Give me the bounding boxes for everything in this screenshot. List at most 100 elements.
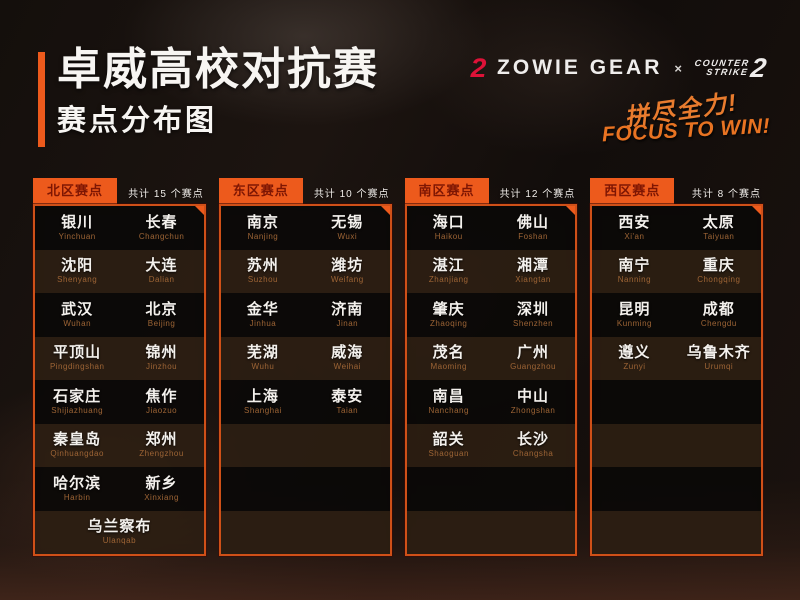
city-cell: 太原 Taiyuan [677, 214, 761, 242]
counter-strike-logo-lines: COUNTER STRIKE [693, 58, 750, 77]
city-cell: 芜湖 Wuhu [221, 344, 305, 372]
corner-triangle-icon [566, 206, 576, 215]
region-tab-east: 东区赛点 [218, 178, 303, 204]
city-cell: 银川 Yinchuan [35, 214, 119, 242]
city-cell: 济南 Jinan [305, 301, 389, 329]
city-name: 无锡 [331, 213, 364, 231]
city-cell: 石家庄 Shijiazhuang [35, 388, 119, 416]
city-name: 哈尔滨 [53, 474, 102, 492]
region-tab-west: 西区赛点 [590, 178, 675, 204]
city-pinyin: Suzhou [247, 275, 278, 285]
city-name: 北京 [145, 300, 178, 318]
city-name: 深圳 [517, 300, 550, 318]
city-name: 潍坊 [331, 257, 364, 275]
city-name: 南昌 [432, 387, 465, 405]
city-pinyin: Yinchuan [58, 231, 96, 241]
city-pinyin: Zhengzhou [139, 449, 184, 459]
city-pinyin: Weihai [333, 362, 361, 372]
panel-east: 东区赛点 共计 10 个赛点 南京 Nanjing 无锡 Wuxi 苏州 Suzhou 潍坊… [218, 178, 392, 556]
city-pinyin: Jinan [336, 318, 359, 328]
city-pinyin: Shenzhen [513, 318, 554, 328]
city-pinyin: Jinzhou [146, 362, 178, 372]
city-cell: 广州 Guangzhou [491, 344, 575, 372]
city-name: 银川 [61, 213, 94, 231]
zowie-gear-logo-text: ZOWIE GEAR [497, 56, 663, 79]
city-name: 重庆 [702, 257, 735, 275]
page-title: 卓威高校对抗赛 [57, 45, 379, 94]
region-body-south: 海口 Haikou 佛山 Foshan 湛江 Zhanjiang 湘潭 Xiangtan 肇庆 Z… [404, 204, 578, 556]
region-tab-north: 北区赛点 [33, 178, 118, 204]
panel-north: 北区赛点 共计 15 个赛点 银川 Yinchuan 长春 Changchun 沈阳 Sh… [33, 178, 206, 556]
city-cell: 秦皇岛 Qinhuangdao [35, 431, 119, 459]
city-pinyin: Shanghai [244, 405, 282, 415]
city-name: 郑州 [145, 431, 178, 449]
city-name: 威海 [331, 344, 364, 362]
region-body-west: 西安 Xi'an 太原 Taiyuan 南宁 Nanning 重庆 Chongqing 昆明 Ku… [590, 204, 763, 556]
city-pinyin: Shaoguan [428, 449, 469, 459]
empty-row [406, 510, 576, 554]
collab-x-separator: × [674, 60, 682, 76]
city-pinyin: Nanning [617, 275, 652, 285]
city-cell: 肇庆 Zhaoqing [407, 301, 491, 329]
city-row: 武汉 Wuhan 北京 Beijing [35, 293, 204, 337]
city-name: 新乡 [145, 474, 178, 492]
city-name: 西安 [618, 213, 651, 231]
city-cell: 郑州 Zhengzhou [119, 431, 203, 459]
city-pinyin: Zhaoqing [430, 318, 468, 328]
city-name: 武汉 [61, 300, 94, 318]
city-row: 韶关 Shaoguan 长沙 Changsha [406, 423, 576, 467]
counter-strike-2-logo: COUNTER STRIKE 2 [692, 53, 768, 83]
city-pinyin: Xi'an [624, 231, 645, 241]
city-row: 银川 Yinchuan 长春 Changchun [35, 206, 204, 250]
city-row: 苏州 Suzhou 潍坊 Weifang [220, 249, 390, 293]
city-cell: 北京 Beijing [119, 301, 203, 329]
city-row: 南京 Nanjing 无锡 Wuxi [220, 206, 390, 250]
city-name: 湛江 [432, 257, 465, 275]
city-cell: 韶关 Shaoguan [407, 431, 491, 459]
city-pinyin: Weifang [330, 275, 364, 285]
city-cell: 湘潭 Xiangtan [491, 257, 575, 285]
city-cell: 中山 Zhongshan [491, 388, 575, 416]
empty-row [592, 467, 761, 511]
city-pinyin: Shijiazhuang [51, 405, 104, 415]
city-cell: 湛江 Zhanjiang [407, 257, 491, 285]
zowie-logo-icon: 2 [470, 52, 487, 83]
region-count-east: 共计 10 个赛点 [313, 189, 390, 200]
city-row: 南宁 Nanning 重庆 Chongqing [592, 249, 761, 293]
city-cell: 海口 Haikou [407, 214, 491, 242]
region-count-north: 共计 15 个赛点 [128, 189, 204, 200]
city-name: 泰安 [331, 387, 364, 405]
city-cell: 威海 Weihai [305, 344, 389, 372]
counter-strike-logo-line2: STRIKE [705, 67, 750, 77]
corner-triangle-icon [380, 206, 390, 215]
city-cell: 上海 Shanghai [221, 388, 305, 416]
city-cell: 重庆 Chongqing [677, 257, 761, 285]
city-row: 西安 Xi'an 太原 Taiyuan [592, 206, 761, 250]
city-pinyin: Beijing [147, 318, 176, 328]
city-cell: 长沙 Changsha [491, 431, 575, 459]
city-row: 芜湖 Wuhu 威海 Weihai [220, 336, 390, 380]
empty-row [220, 423, 390, 467]
panel-west: 西区赛点 共计 8 个赛点 西安 Xi'an 太原 Taiyuan 南宁 Nanning 重… [590, 178, 763, 556]
city-pinyin: Nanjing [247, 231, 279, 241]
city-cell: 乌兰察布 Ulanqab [35, 518, 204, 546]
city-pinyin: Wuxi [337, 231, 358, 241]
city-name: 平顶山 [53, 344, 102, 362]
city-name: 南京 [246, 213, 279, 231]
city-cell: 昆明 Kunming [592, 301, 676, 329]
city-row: 湛江 Zhanjiang 湘潭 Xiangtan [406, 249, 576, 293]
region-body-east: 南京 Nanjing 无锡 Wuxi 苏州 Suzhou 潍坊 Weifang 金华 Jinhua… [218, 204, 392, 556]
page-subtitle: 赛点分布图 [57, 105, 218, 137]
city-name: 肇庆 [432, 300, 465, 318]
empty-row [592, 380, 761, 424]
city-pinyin: Taian [336, 405, 359, 415]
city-row: 昆明 Kunming 成都 Chengdu [592, 293, 761, 337]
city-cell: 潍坊 Weifang [305, 257, 389, 285]
city-cell: 焦作 Jiaozuo [119, 388, 203, 416]
city-row: 茂名 Maoming 广州 Guangzhou [406, 336, 576, 380]
empty-row [592, 423, 761, 467]
city-cell: 茂名 Maoming [407, 344, 491, 372]
city-cell: 大连 Dalian [119, 257, 203, 285]
city-name: 湘潭 [517, 257, 550, 275]
city-pinyin: Maoming [430, 362, 467, 372]
